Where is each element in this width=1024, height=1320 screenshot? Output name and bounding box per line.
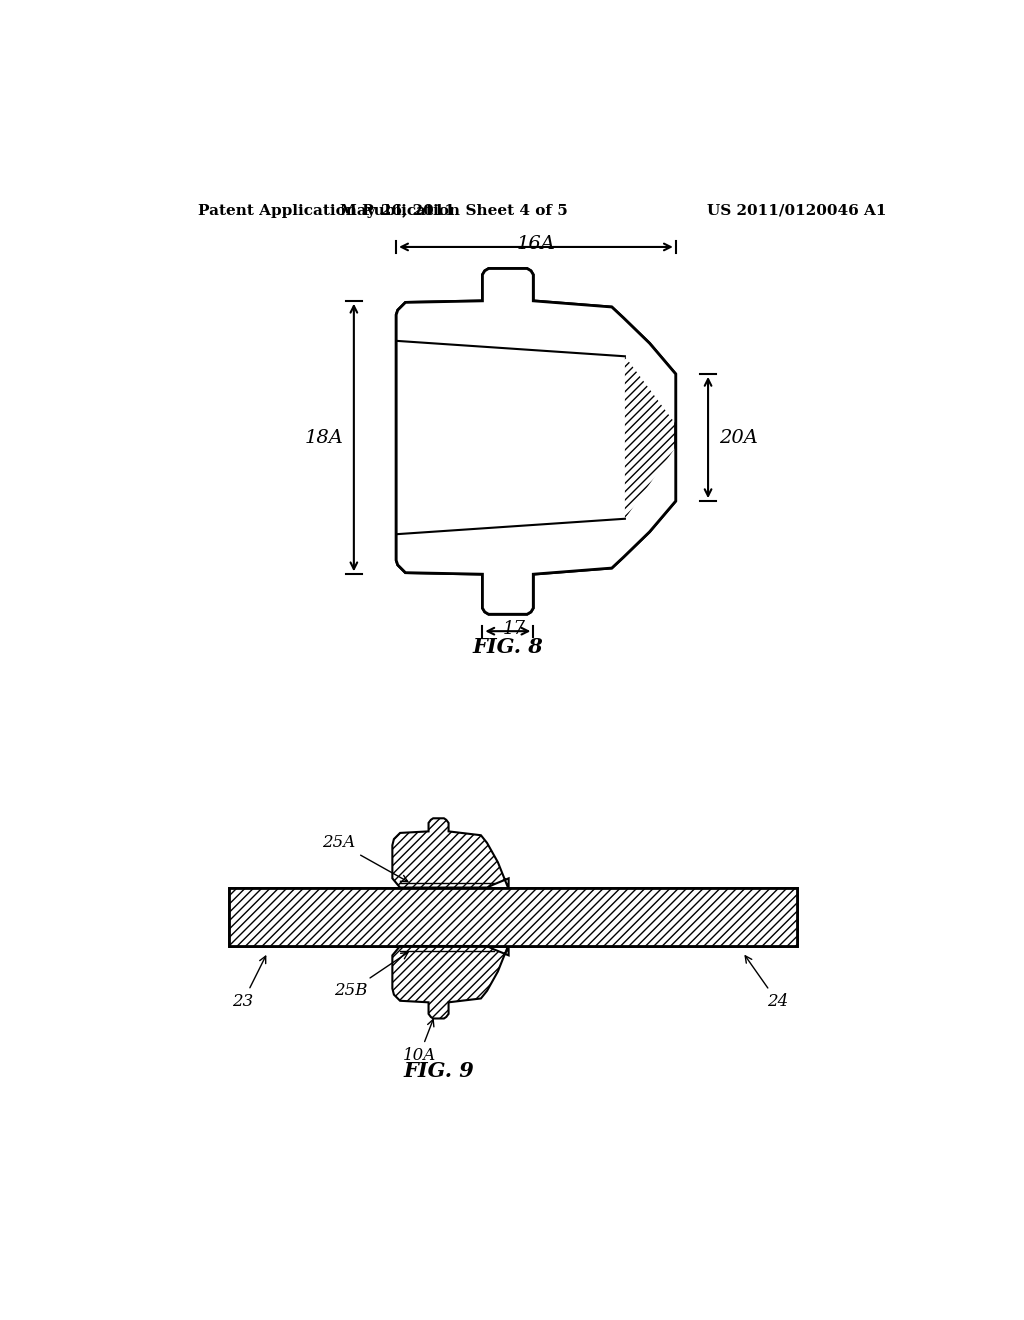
Polygon shape xyxy=(396,268,676,424)
Polygon shape xyxy=(392,945,509,1019)
Text: US 2011/0120046 A1: US 2011/0120046 A1 xyxy=(707,203,886,218)
Text: 20A: 20A xyxy=(719,429,758,446)
Text: 18A: 18A xyxy=(304,429,343,446)
Text: 24: 24 xyxy=(745,956,788,1010)
Polygon shape xyxy=(392,818,509,890)
Text: 25A: 25A xyxy=(323,834,408,882)
Text: 16A: 16A xyxy=(516,235,555,252)
Polygon shape xyxy=(397,341,625,535)
Text: 10A: 10A xyxy=(402,1019,436,1064)
Text: May 26, 2011  Sheet 4 of 5: May 26, 2011 Sheet 4 of 5 xyxy=(340,203,568,218)
Text: 17: 17 xyxy=(503,620,525,639)
Text: 23: 23 xyxy=(232,956,265,1010)
Polygon shape xyxy=(229,887,797,946)
Polygon shape xyxy=(229,887,797,946)
Text: FIG. 9: FIG. 9 xyxy=(403,1061,474,1081)
Polygon shape xyxy=(396,268,676,614)
Text: Patent Application Publication: Patent Application Publication xyxy=(199,203,461,218)
Polygon shape xyxy=(396,447,676,614)
Text: 25B: 25B xyxy=(334,952,408,999)
Text: FIG. 8: FIG. 8 xyxy=(472,638,544,657)
